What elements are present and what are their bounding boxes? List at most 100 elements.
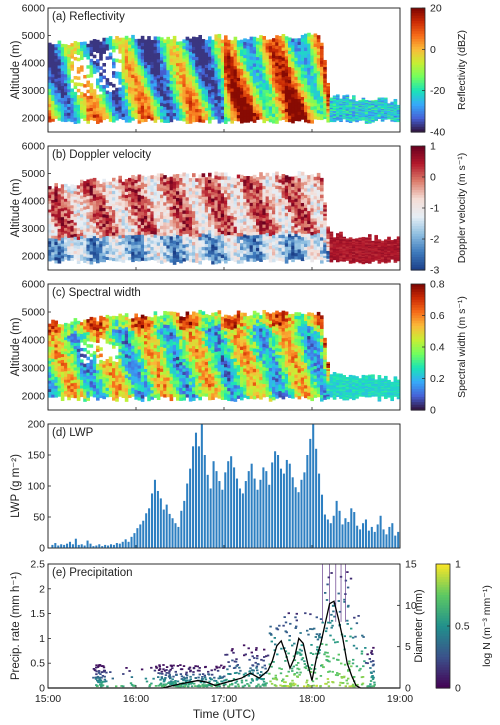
doppler-cell: [259, 182, 263, 187]
doppler-cell: [294, 246, 298, 250]
reflectivity-cell: [195, 53, 199, 57]
reflectivity-cell: [387, 114, 391, 116]
reflectivity-cell: [51, 118, 55, 122]
reflectivity-cell: [320, 54, 324, 58]
reflectivity-cell: [278, 42, 282, 47]
reflectivity-cell: [313, 89, 318, 94]
reflectivity-cell: [220, 68, 225, 72]
reflectivity-cell: [316, 80, 321, 85]
doppler-cell: [294, 175, 298, 180]
doppler-cell: [256, 218, 260, 223]
reflectivity-cell: [352, 100, 356, 102]
doppler-cell: [89, 244, 94, 249]
doppler-cell: [147, 185, 151, 190]
reflectivity-cell: [262, 86, 266, 90]
reflectivity-cell: [294, 108, 298, 112]
reflectivity-cell: [160, 73, 164, 77]
doppler-cell: [300, 236, 305, 241]
doppler-cell: [102, 188, 106, 192]
doppler-cell: [272, 172, 276, 177]
doppler-cell: [214, 189, 218, 194]
doppler-cell: [240, 222, 244, 227]
reflectivity-cell: [80, 91, 84, 96]
reflectivity-cell: [304, 91, 308, 96]
doppler-cell: [108, 241, 113, 246]
reflectivity-cell: [70, 94, 74, 98]
reflectivity-cell: [291, 44, 295, 49]
doppler-cell: [48, 243, 52, 247]
reflectivity-cell: [83, 96, 87, 100]
doppler-cell: [134, 237, 138, 242]
doppler-cell: [217, 228, 222, 233]
reflectivity-cell: [140, 62, 145, 67]
doppler-cell: [124, 213, 129, 217]
doppler-cell: [96, 221, 100, 226]
reflectivity-cell: [377, 117, 382, 119]
reflectivity-cell: [76, 57, 81, 62]
reflectivity-cell: [268, 99, 273, 104]
doppler-cell: [105, 214, 110, 218]
doppler-cell: [224, 182, 228, 187]
reflectivity-cell: [304, 84, 308, 89]
doppler-cell: [220, 199, 225, 204]
doppler-cell: [252, 241, 257, 246]
doppler-cell: [179, 184, 183, 189]
reflectivity-cell: [201, 119, 206, 123]
reflectivity-cell: [364, 121, 369, 124]
doppler-cell: [201, 173, 206, 177]
doppler-cell: [278, 253, 282, 258]
doppler-ytick-label: 2000: [22, 251, 46, 263]
doppler-cell: [259, 230, 263, 235]
reflectivity-cell: [144, 77, 148, 81]
doppler-cell: [252, 201, 257, 206]
doppler-cell: [262, 237, 266, 241]
reflectivity-cell: [348, 104, 353, 106]
reflectivity-cell: [51, 67, 55, 72]
reflectivity-cell: [60, 82, 65, 86]
doppler-cell: [246, 254, 250, 259]
doppler-cell: [211, 260, 215, 265]
reflectivity-cell: [64, 53, 68, 57]
reflectivity-cell: [182, 45, 186, 50]
doppler-cell: [121, 206, 126, 211]
reflectivity-cell: [134, 48, 138, 52]
reflectivity-cell: [374, 116, 378, 118]
doppler-cell: [220, 237, 225, 241]
reflectivity-cell: [140, 98, 145, 103]
doppler-cell: [156, 207, 161, 212]
doppler-cell: [297, 221, 302, 226]
reflectivity-cell: [172, 106, 177, 110]
reflectivity-cell: [76, 76, 81, 80]
reflectivity-colorbar-tick-label: -40: [430, 127, 445, 139]
reflectivity-cell: [281, 43, 286, 48]
doppler-cell: [288, 217, 292, 222]
reflectivity-cell: [259, 115, 263, 120]
reflectivity-cell: [182, 77, 186, 81]
reflectivity-cell: [291, 54, 295, 59]
reflectivity-cell: [339, 119, 343, 122]
reflectivity-cell: [371, 114, 375, 116]
reflectivity-cell: [288, 47, 292, 51]
reflectivity-cell: [182, 114, 186, 119]
reflectivity-cell: [342, 100, 346, 102]
doppler-cell: [224, 207, 228, 212]
doppler-cell: [137, 201, 142, 205]
reflectivity-cell: [348, 109, 353, 111]
reflectivity-cell: [150, 58, 154, 62]
doppler-cell: [67, 234, 71, 238]
reflectivity-cell: [294, 104, 298, 109]
doppler-cell: [182, 250, 186, 255]
reflectivity-cell: [256, 113, 260, 117]
reflectivity-cell: [297, 92, 302, 96]
doppler-cell: [137, 187, 142, 192]
doppler-cell: [134, 257, 138, 262]
reflectivity-cell: [384, 106, 388, 108]
reflectivity-cell: [128, 47, 132, 52]
reflectivity-cell: [288, 40, 292, 45]
reflectivity-cell: [390, 110, 394, 112]
doppler-cell: [192, 241, 196, 246]
reflectivity-cell: [352, 110, 356, 112]
reflectivity-cell: [352, 116, 356, 118]
reflectivity-cell: [278, 74, 282, 79]
reflectivity-cell: [348, 117, 353, 119]
